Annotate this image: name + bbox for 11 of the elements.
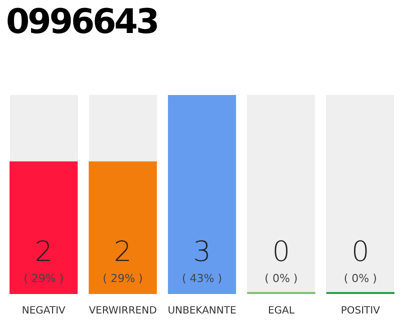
data-label: 2 ( 29% ) bbox=[102, 235, 143, 285]
x-tick-label: NEGATIV bbox=[22, 306, 66, 317]
chart-title: 0996643 bbox=[6, 2, 158, 42]
x-tick-label: UNBEKANNTE bbox=[168, 306, 236, 317]
data-label: 3 ( 43% ) bbox=[182, 235, 222, 285]
x-tick-label: POSITIV bbox=[340, 306, 380, 317]
x-tick-label: EGAL bbox=[268, 306, 295, 317]
x-tick-label: VERWIRREND bbox=[88, 306, 158, 317]
data-label: 0 ( 0% ) bbox=[264, 235, 298, 285]
data-label: 0 ( 0% ) bbox=[344, 235, 377, 285]
data-label: 2 ( 29% ) bbox=[24, 235, 64, 285]
